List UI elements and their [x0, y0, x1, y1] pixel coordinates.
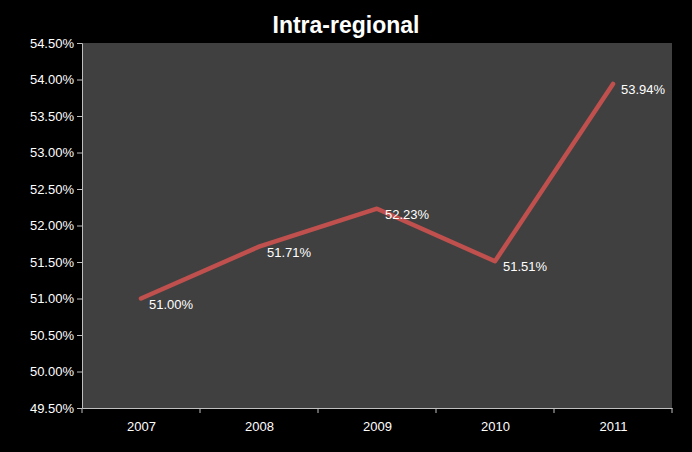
x-tick: 2009 [363, 408, 392, 434]
data-label: 51.00% [149, 297, 194, 312]
category-separator [554, 408, 555, 413]
x-tick: 2007 [127, 408, 156, 434]
chart: Intra-regional49.50%50.00%50.50%51.00%51… [0, 0, 692, 452]
marks [141, 84, 613, 299]
y-tick-mark [77, 43, 82, 44]
y-tick-mark [77, 262, 82, 263]
x-tick-label: 2010 [481, 419, 510, 434]
x-tick-label: 2011 [600, 419, 628, 434]
y-tick-label: 49.50% [30, 401, 75, 416]
category-separator [200, 408, 201, 413]
y-tick-label: 52.50% [30, 182, 75, 197]
x-tick: 2011 [600, 408, 628, 434]
x-tick: 2010 [481, 408, 510, 434]
category-separator [436, 408, 437, 413]
x-tick: 2008 [245, 408, 274, 434]
y-tick: 51.50% [30, 255, 82, 270]
x-tick-label: 2007 [127, 419, 156, 434]
y-tick-label: 50.50% [30, 328, 75, 343]
y-tick-mark [77, 372, 82, 373]
data-label: 52.23% [385, 207, 430, 222]
y-tick-label: 54.00% [30, 72, 75, 87]
y-tick-label: 50.00% [30, 364, 75, 379]
data-label: 51.51% [503, 259, 548, 274]
title: Intra-regional [273, 12, 420, 38]
y-tick: 53.50% [30, 109, 82, 124]
data-label: 53.94% [621, 82, 666, 97]
line [141, 84, 613, 299]
y-tick-label: 52.00% [30, 218, 75, 233]
y-tick-mark [77, 80, 82, 81]
y-tick-label: 53.50% [30, 109, 75, 124]
x-tick-label: 2008 [245, 419, 274, 434]
y-tick: 53.00% [30, 145, 82, 160]
y-tick-label: 51.50% [30, 255, 75, 270]
y-axis: 49.50% 50.00% 50.50% 51.00% 51.50% 52.00% 52.5… [30, 36, 83, 416]
y-tick: 54.50% [30, 36, 82, 51]
y-tick: 50.50% [30, 328, 82, 343]
y-tick-mark [77, 189, 82, 190]
y-tick-label: 54.50% [30, 36, 75, 51]
y-tick: 51.00% [30, 291, 82, 306]
y-tick: 52.00% [30, 218, 82, 233]
y-tick-label: 51.00% [30, 291, 75, 306]
y-tick: 54.00% [30, 72, 82, 87]
background [0, 0, 692, 452]
x-axis-line [83, 408, 673, 409]
plot-area [82, 43, 672, 408]
y-tick: 52.50% [30, 182, 82, 197]
y-axis-line [77, 44, 83, 409]
x-axis: 2007 2008 2009 2010 2011 [83, 408, 673, 434]
category-separator [318, 408, 319, 413]
data-label: 51.71% [267, 245, 312, 260]
y-tick-mark [77, 116, 82, 117]
category-separator [672, 408, 673, 413]
y-tick-mark [77, 226, 82, 227]
category-separator [82, 408, 83, 413]
y-tick-mark [77, 153, 82, 154]
y-tick-mark [77, 299, 82, 300]
y-tick-mark [77, 408, 82, 409]
y-tick: 49.50% [30, 401, 82, 416]
y-tick-mark [77, 335, 82, 336]
x-tick-label: 2009 [363, 419, 392, 434]
y-tick-label: 53.00% [30, 145, 75, 160]
data-labels: 51.00% 51.71% 52.23% 51.51% 53.94% [149, 82, 666, 312]
y-tick: 50.00% [30, 364, 82, 379]
